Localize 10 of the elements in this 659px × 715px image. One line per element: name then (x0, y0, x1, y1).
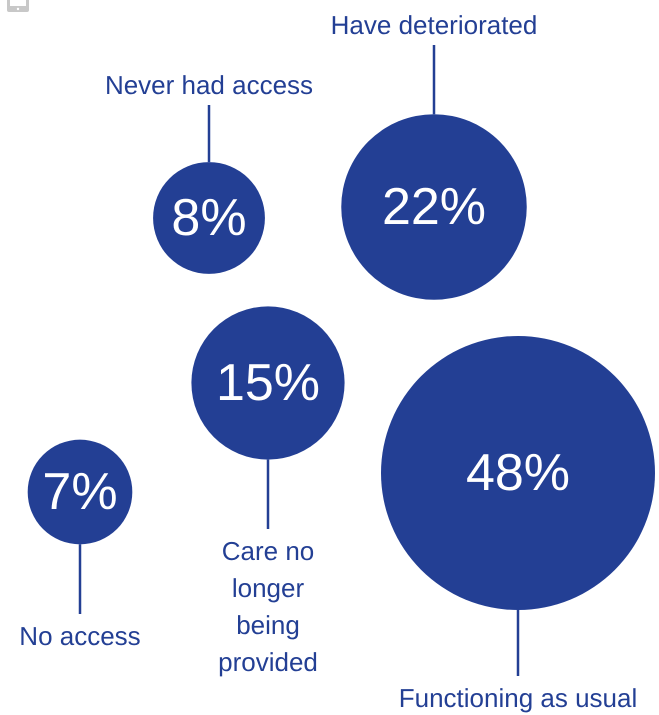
category-label: Care no longer being provided (218, 536, 318, 677)
category-label: Functioning as usual (398, 683, 638, 713)
category-label: Never had access (104, 70, 314, 100)
data-label: 8% (171, 189, 247, 247)
data-label: 22% (382, 178, 486, 236)
category-label: Have deteriorated (330, 10, 538, 40)
data-label: 7% (42, 463, 118, 521)
data-label: 48% (466, 444, 570, 502)
category-label: No access (19, 621, 141, 651)
data-label: 15% (216, 354, 320, 412)
